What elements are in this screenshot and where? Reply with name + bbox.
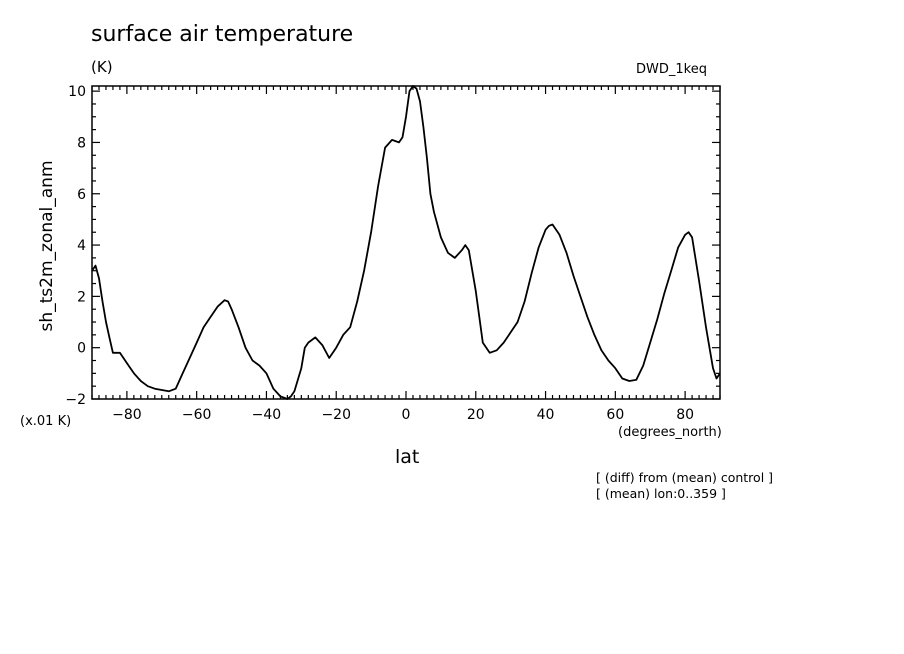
y-tick-label: 2 — [77, 289, 86, 305]
plot-frame — [91, 85, 721, 400]
y-tick-label: 4 — [77, 238, 86, 254]
run-label: DWD_1keq — [636, 62, 707, 77]
x-units-label: (degrees_north) — [618, 425, 722, 440]
x-tick-label: 0 — [402, 407, 411, 423]
series-line — [91, 85, 721, 400]
y-axis-label: sh_ts2m_zonal_anm — [37, 160, 57, 332]
x-axis-label: lat — [395, 446, 420, 468]
x-tick-label: −40 — [252, 407, 282, 423]
x-tick-label: −20 — [321, 407, 351, 423]
x-tick-label: 40 — [537, 407, 555, 423]
x-tick-label: 60 — [606, 407, 624, 423]
scale-note: (x.01 K) — [20, 414, 72, 429]
axis-ticks — [91, 86, 721, 400]
y-tick-label: −2 — [65, 392, 86, 408]
chart-title: surface air temperature — [91, 22, 354, 47]
x-tick-label: 20 — [467, 407, 485, 423]
y-tick-label: 8 — [77, 135, 86, 151]
x-tick-label: −60 — [182, 407, 212, 423]
y-tick-label: 6 — [77, 187, 86, 203]
y-tick-label: 10 — [68, 84, 86, 100]
units-label: (K) — [91, 58, 113, 76]
y-tick-label: 0 — [77, 341, 86, 357]
x-tick-label: 80 — [676, 407, 694, 423]
annotation-diff: [ (diff) from (mean) control ] — [596, 470, 774, 485]
annotation-mean: [ (mean) lon:0..359 ] — [596, 486, 726, 501]
x-tick-label: −80 — [112, 407, 142, 423]
